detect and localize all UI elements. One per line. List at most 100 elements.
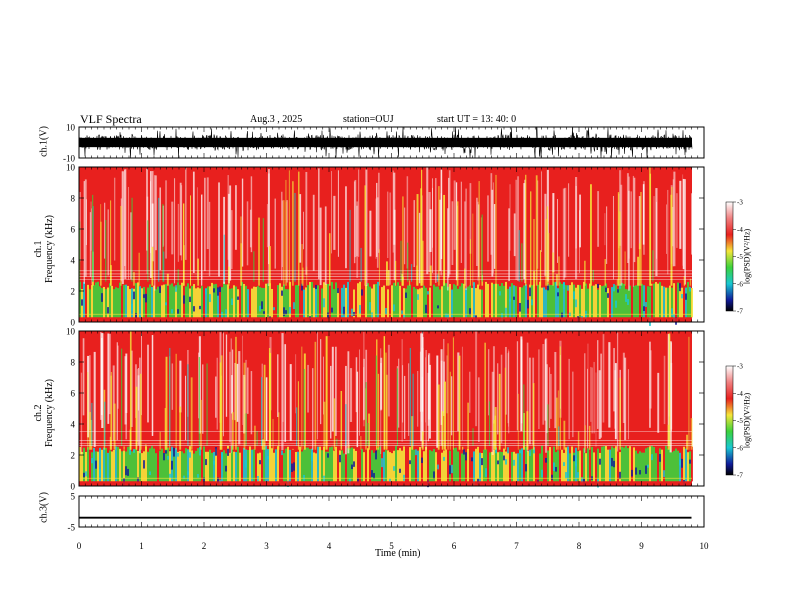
low-band-mark	[593, 285, 595, 318]
low-band-mark	[643, 452, 645, 482]
low-band-mark	[147, 451, 149, 482]
low-band-mark	[405, 288, 407, 318]
impulse-streak	[516, 341, 519, 431]
impulse-streak	[418, 212, 421, 284]
low-band-speckle	[585, 310, 587, 319]
low-band-mark	[163, 284, 165, 318]
yellow-streak	[556, 274, 558, 286]
yellow-streak	[416, 265, 418, 286]
ch2-spectrogram-y-tick-label: 8	[71, 358, 76, 368]
yellow-streak	[113, 403, 116, 450]
impulse-streak	[493, 204, 496, 269]
broadband-streak	[187, 364, 189, 446]
yellow-streak	[429, 265, 432, 286]
low-band-mark	[319, 283, 321, 318]
impulse-streak	[469, 183, 472, 254]
low-band-mark	[569, 453, 571, 482]
low-band-mark	[91, 285, 93, 318]
ch1-waveform-y-tick-label: -10	[63, 154, 75, 164]
low-band-mark	[185, 448, 187, 482]
low-band-speckle	[597, 283, 599, 288]
low-band-speckle	[291, 463, 293, 472]
low-band-mark	[385, 283, 387, 318]
low-band-mark	[147, 287, 149, 318]
low-band-speckle	[323, 298, 325, 308]
impulse-streak	[614, 363, 617, 440]
low-band-mark	[435, 286, 437, 318]
impulse-streak	[147, 344, 149, 423]
low-band-mark	[643, 285, 645, 318]
low-band-mark	[607, 449, 609, 482]
impulse-streak	[597, 340, 599, 429]
broadband-streak	[163, 251, 165, 282]
low-band-mark	[413, 287, 415, 318]
low-band-mark	[305, 287, 307, 318]
impulse-streak	[330, 365, 332, 439]
impulse-streak	[216, 357, 218, 430]
yellow-streak	[584, 260, 586, 286]
low-band-speckle	[403, 474, 405, 481]
impulse-streak	[657, 372, 660, 433]
low-band-mark	[529, 452, 531, 482]
low-band-mark	[89, 289, 91, 318]
low-band-mark	[541, 446, 543, 482]
low-band-mark	[249, 446, 251, 482]
impulse-streak	[268, 169, 270, 265]
yellow-streak	[348, 444, 350, 450]
impulse-streak	[429, 209, 432, 252]
low-band-speckle	[679, 459, 681, 466]
yellow-streak	[301, 346, 303, 450]
impulse-streak	[475, 331, 478, 427]
low-band-mark	[595, 284, 597, 318]
impulse-streak	[691, 193, 693, 255]
low-band-mark	[549, 284, 551, 318]
low-band-mark	[173, 450, 175, 482]
broadband-streak	[488, 401, 491, 446]
low-band-mark	[273, 452, 275, 482]
yellow-streak	[190, 377, 193, 450]
x-tick-label: 0	[77, 541, 82, 551]
impulse-streak	[448, 177, 450, 278]
low-band-mark	[401, 450, 403, 482]
impulse-streak	[393, 209, 396, 281]
impulse-streak	[100, 337, 103, 416]
yellow-streak	[298, 171, 300, 286]
low-band-mark	[629, 285, 631, 318]
low-band-mark	[451, 289, 453, 318]
low-band-mark	[671, 287, 673, 318]
low-band-speckle	[547, 283, 549, 291]
low-band-mark	[581, 288, 583, 318]
impulse-streak	[526, 342, 529, 452]
low-band-mark	[87, 447, 89, 482]
low-band-speckle	[285, 310, 287, 315]
x-tick-label: 2	[202, 541, 207, 551]
low-band-mark	[469, 285, 471, 318]
low-band-mark	[471, 287, 473, 318]
broadband-streak	[521, 243, 523, 282]
low-band-speckle	[219, 286, 221, 293]
yellow-streak	[584, 425, 586, 450]
low-band-speckle	[351, 464, 353, 470]
low-band-mark	[121, 451, 123, 482]
low-band-mark	[131, 451, 133, 482]
low-band-mark	[371, 288, 373, 318]
ch3-waveform-y-tick-label: 5	[71, 492, 76, 502]
low-band-mark	[647, 447, 649, 482]
yellow-streak	[480, 217, 482, 286]
low-band-speckle	[485, 468, 487, 477]
low-band-mark	[225, 284, 227, 318]
yellow-streak	[517, 393, 519, 450]
low-band-mark	[489, 288, 491, 318]
impulse-streak	[604, 213, 606, 246]
low-band-mark	[287, 446, 289, 482]
low-band-mark	[365, 285, 367, 318]
low-band-mark	[535, 446, 537, 482]
low-band-mark	[423, 451, 425, 482]
impulse-streak	[234, 362, 236, 421]
impulse-streak	[231, 375, 233, 414]
low-band-mark	[137, 450, 139, 482]
low-band-mark	[631, 448, 633, 482]
impulse-streak	[504, 346, 507, 415]
low-band-speckle	[631, 469, 633, 477]
low-band-mark	[79, 281, 81, 318]
